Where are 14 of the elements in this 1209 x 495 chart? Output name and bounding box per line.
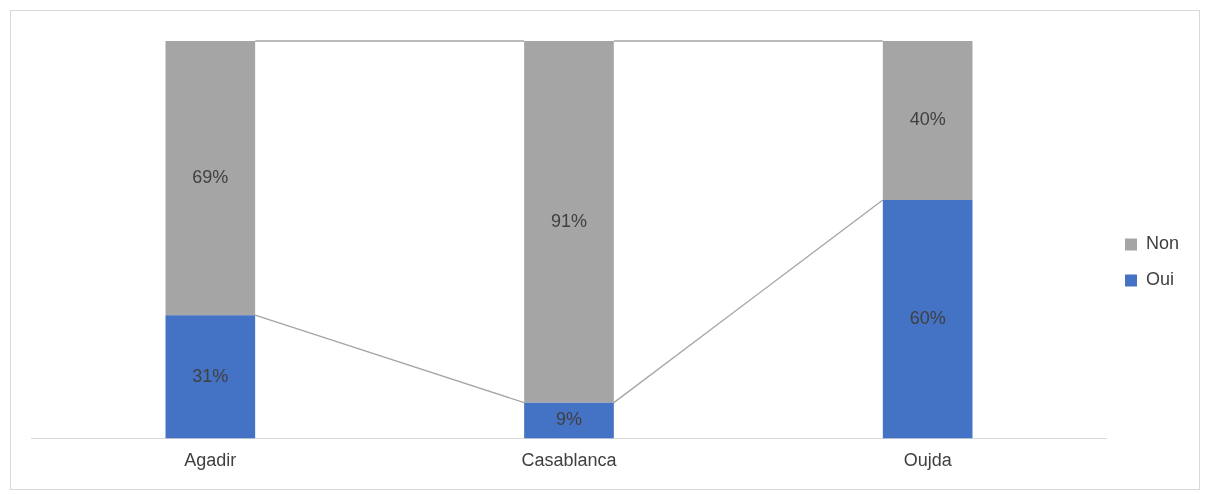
legend-label: Non	[1145, 233, 1180, 254]
x-tick-label: Oujda	[903, 450, 953, 471]
data-label: 60%	[909, 308, 946, 329]
data-label: 31%	[192, 365, 229, 386]
legend-label: Oui	[1145, 269, 1174, 290]
bar	[882, 199, 973, 439]
data-label: 91%	[550, 210, 588, 231]
x-tick-label: Agadir	[184, 450, 237, 471]
bar	[524, 402, 614, 439]
bar	[165, 315, 256, 439]
x-tick-label: Casablanca	[521, 450, 618, 471]
data-label: 69%	[192, 167, 229, 188]
data-label: 9%	[555, 409, 582, 430]
data-label: 40%	[909, 109, 946, 130]
